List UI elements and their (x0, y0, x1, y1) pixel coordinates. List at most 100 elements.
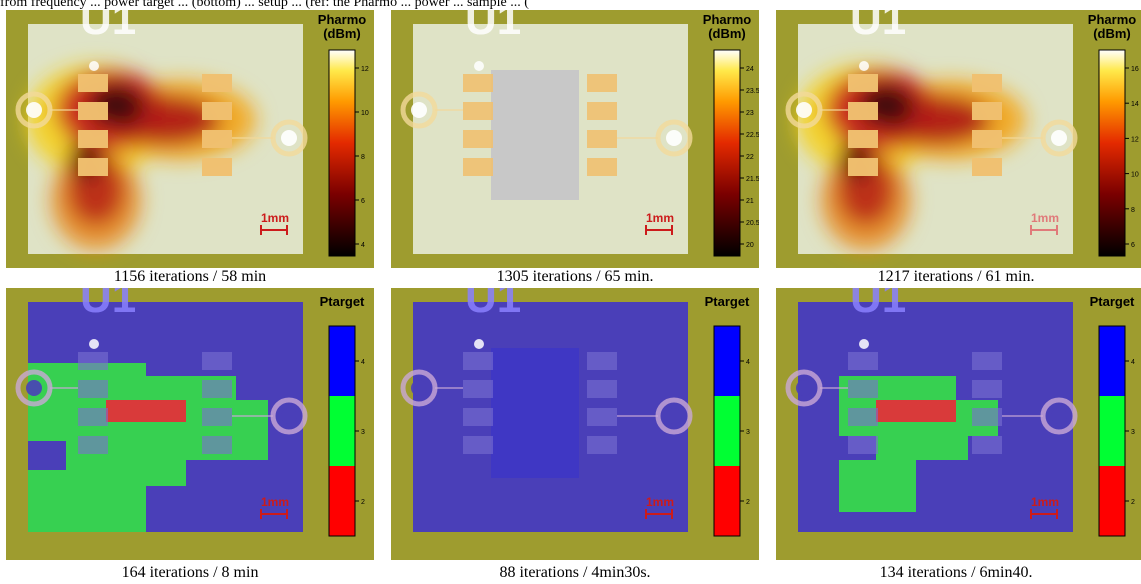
caption-3: 1217 iterations / 61 min. (877, 268, 1035, 285)
colorbar-tick-label: 23 (746, 110, 754, 117)
colorbar-tick-label: 4 (361, 359, 365, 366)
ic-pad (463, 436, 493, 454)
ic-pad (848, 130, 878, 148)
target-level-2-region (106, 400, 186, 422)
colorbar-title: (dBm) (708, 26, 746, 41)
ic-pad (587, 352, 617, 370)
ic-pad (972, 102, 1002, 120)
ic-pad (848, 408, 878, 426)
ic-pad (463, 130, 493, 148)
ic-pad (202, 436, 232, 454)
ic-pad (972, 158, 1002, 176)
via-hole (1051, 408, 1067, 424)
colorbar-tick-label: 3 (1131, 429, 1135, 436)
u1-silkscreen-label: U1 (80, 288, 136, 322)
pin1-dot (89, 61, 99, 71)
colorbar-tick-label: 8 (361, 154, 365, 161)
colorbar-tick-label: 10 (1131, 172, 1139, 179)
colorbar-tick-label: 8 (1131, 207, 1135, 214)
scale-bar-label: 1mm (1031, 495, 1059, 509)
colorbar-tick-label: 2 (1131, 499, 1135, 506)
ic-pad (463, 74, 493, 92)
colorbar-tick-label: 6 (361, 198, 365, 205)
ic-pad (848, 74, 878, 92)
colorbar-tick-label: 3 (361, 429, 365, 436)
ic-pad (202, 352, 232, 370)
ic-pad (848, 380, 878, 398)
target-level-3-region (28, 363, 268, 532)
colorbar-tick-label: 21.5 (746, 176, 759, 183)
u1-silkscreen-label: U1 (850, 288, 906, 322)
caption-5: 88 iterations / 4min30s. (499, 564, 651, 581)
colorbar-level-3 (329, 396, 355, 466)
ic-pad (848, 352, 878, 370)
ic-pad (463, 102, 493, 120)
ic-pad (972, 436, 1002, 454)
pin1-dot (89, 339, 99, 349)
colorbar-tick-label: 23.5 (746, 88, 759, 95)
colorbar-level-2 (1099, 466, 1125, 536)
colorbar-title: Pharmo (318, 12, 366, 27)
via-hole (666, 408, 682, 424)
colorbar-tick-label: 4 (361, 242, 365, 249)
u1-silkscreen-label: U1 (80, 10, 136, 44)
ic-pad (463, 408, 493, 426)
ic-pad (463, 158, 493, 176)
ic-pad (587, 380, 617, 398)
colorbar-tick-label: 24 (746, 66, 754, 73)
u1-silkscreen-label: U1 (465, 10, 521, 44)
colorbar-tick-label: 20.5 (746, 220, 759, 227)
ic-pad (972, 380, 1002, 398)
caption-4: 164 iterations / 8 min (121, 564, 259, 581)
ic-pad (972, 130, 1002, 148)
colorbar-level-2 (714, 466, 740, 536)
colorbar-tick-label: 22 (746, 154, 754, 161)
colorbar-title: Ptarget (320, 294, 365, 309)
colorbar-title: Ptarget (1090, 294, 1135, 309)
u1-silkscreen-label: U1 (465, 288, 521, 322)
caption-6: 134 iterations / 6min40. (879, 564, 1033, 581)
pin1-dot (474, 339, 484, 349)
via-hole (411, 380, 427, 396)
colorbar-tick-label: 20 (746, 242, 754, 249)
ic-body (491, 348, 579, 478)
ic-pad (78, 102, 108, 120)
colorbar-title: (dBm) (323, 26, 361, 41)
colorbar (328, 49, 356, 257)
colorbar-tick-label: 3 (746, 429, 750, 436)
colorbar-tick-label: 10 (361, 110, 369, 117)
ic-pad (463, 380, 493, 398)
target-level-2-region (876, 400, 956, 422)
colorbar-level-4 (714, 326, 740, 396)
ic-pad (463, 352, 493, 370)
ic-pad (587, 158, 617, 176)
colorbar-tick-label: 4 (1131, 359, 1135, 366)
ic-pad (587, 436, 617, 454)
colorbar-level-4 (329, 326, 355, 396)
pin1-dot (859, 339, 869, 349)
ic-pad (972, 408, 1002, 426)
via-hole (281, 408, 297, 424)
colorbar-level-3 (714, 396, 740, 466)
ic-pad (202, 408, 232, 426)
colorbar-level-4 (1099, 326, 1125, 396)
colorbar-tick-label: 2 (361, 499, 365, 506)
ic-pad (972, 74, 1002, 92)
ic-pad (78, 436, 108, 454)
target-panel-2: U1 Ptarget 4 3 2 1mm (391, 288, 759, 560)
ic-pad (202, 158, 232, 176)
colorbar-title: Pharmo (703, 12, 751, 27)
ic-pad (848, 102, 878, 120)
via-hole (26, 380, 42, 396)
via-hole (796, 102, 812, 118)
heatmap-panel-1: U1 Pharmo (dBm) 12 10 8 6 4 1mm (6, 10, 374, 268)
colorbar (1098, 49, 1126, 257)
ic-pad (202, 130, 232, 148)
scale-bar-label: 1mm (1031, 211, 1059, 225)
colorbar (713, 49, 741, 257)
ic-pad (202, 74, 232, 92)
ic-pad (78, 74, 108, 92)
via-hole (1051, 130, 1067, 146)
u1-silkscreen-label: U1 (850, 10, 906, 44)
via-hole (666, 130, 682, 146)
